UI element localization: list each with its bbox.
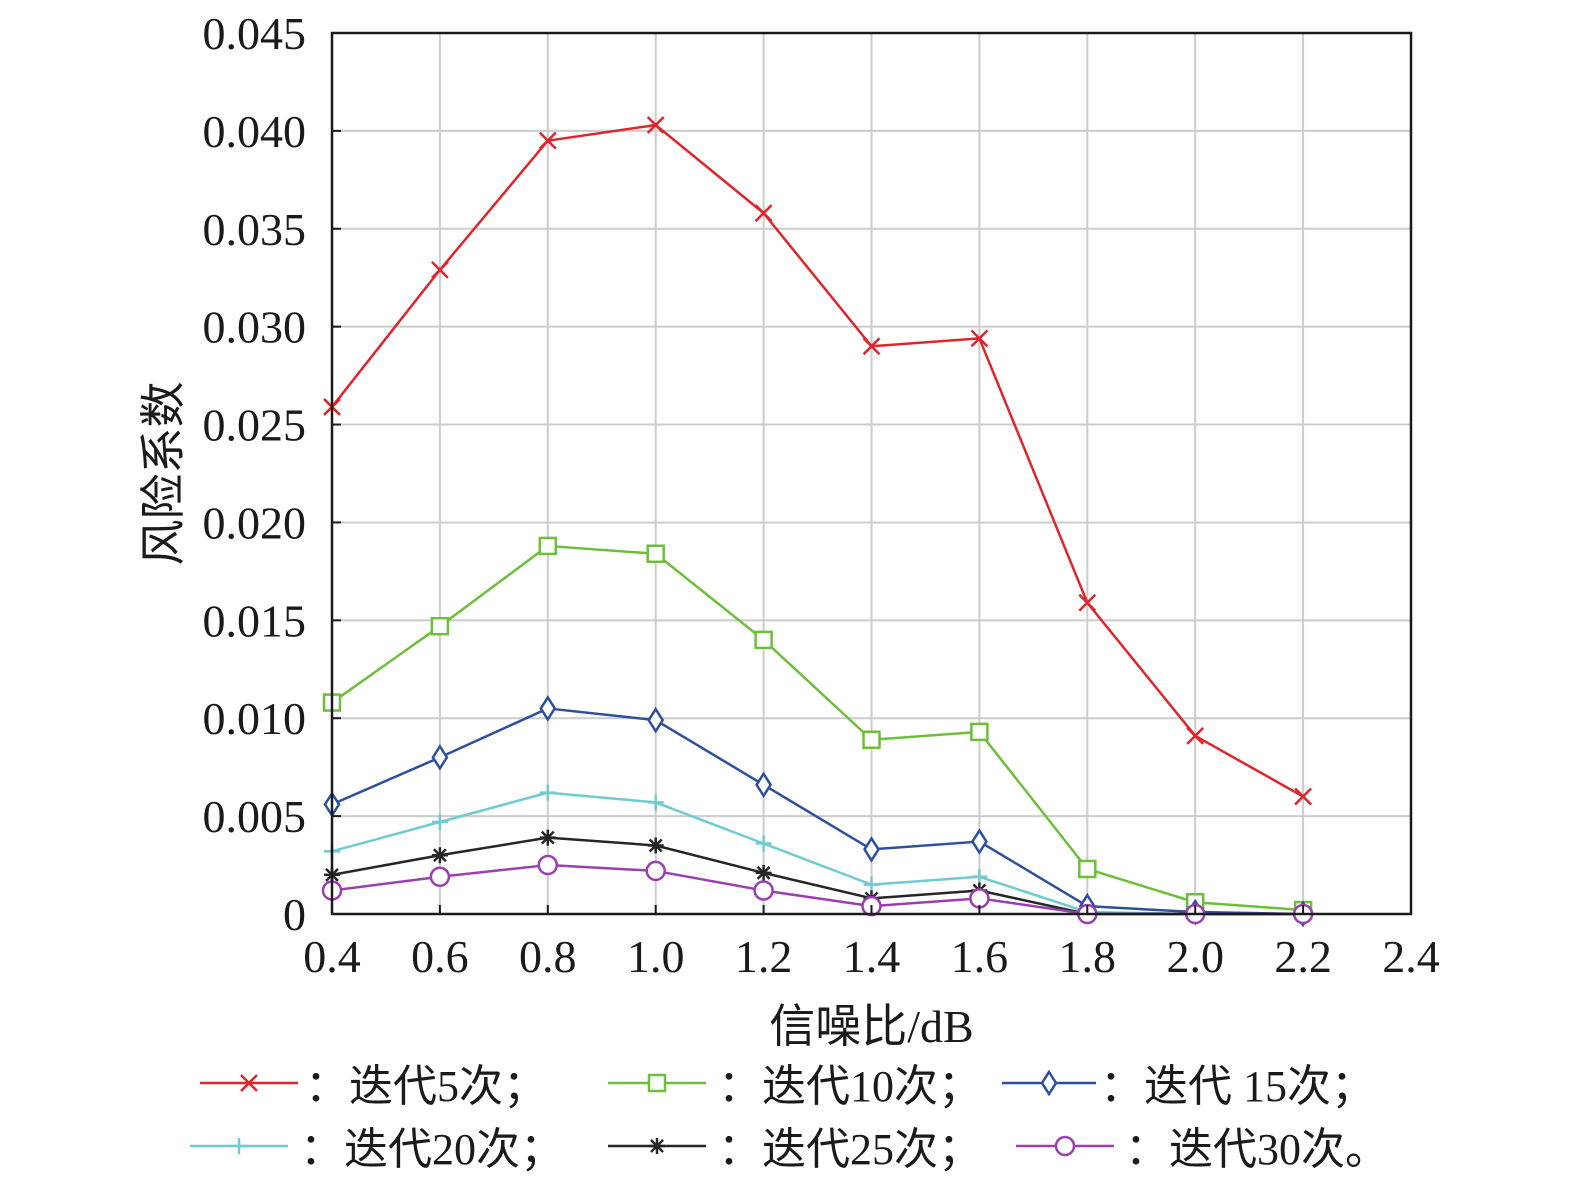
series-layer xyxy=(321,116,1314,928)
data-point xyxy=(538,536,558,556)
x-tick-label: 1.4 xyxy=(843,931,901,982)
y-tick-label: 0.025 xyxy=(203,400,307,451)
data-point xyxy=(863,876,880,893)
x-tick-label: 2.4 xyxy=(1382,931,1440,982)
series-line xyxy=(331,123,1304,798)
y-tick-label: 0.005 xyxy=(203,791,307,842)
tick-layer: 0.4 0.6 0.8 1.0 1.2 1.4 1.6 1.8 2.0 2.2 2.4 0 0.005 0… xyxy=(203,8,1440,982)
data-point xyxy=(646,116,665,134)
x-tick-label: 2.0 xyxy=(1166,931,1224,982)
data-point xyxy=(971,868,988,885)
x-tick-label: 1.6 xyxy=(951,931,1009,982)
data-point xyxy=(539,695,557,722)
x-tick-label: 0.4 xyxy=(303,931,361,982)
legend-item: ：迭代25次； xyxy=(608,1125,982,1174)
data-point xyxy=(539,784,556,801)
data-point xyxy=(429,866,451,888)
y-tick-label: 0 xyxy=(283,889,306,940)
y-axis-title: 风险系数 xyxy=(138,382,189,566)
x-tick-label: 2.2 xyxy=(1274,931,1332,982)
legend-label: ：迭代10次； xyxy=(718,1062,982,1111)
data-point xyxy=(754,630,773,650)
data-point xyxy=(430,616,450,636)
x-tick-label: 0.6 xyxy=(411,931,469,982)
data-point xyxy=(647,837,664,854)
data-point xyxy=(862,730,881,750)
data-point xyxy=(537,854,559,876)
series-line xyxy=(331,836,1304,916)
y-tick-label: 0.045 xyxy=(203,8,307,59)
legend-item: ：迭代20次； xyxy=(190,1125,564,1174)
data-point xyxy=(1078,593,1097,612)
data-point xyxy=(970,828,988,855)
data-point xyxy=(645,860,666,882)
data-point xyxy=(431,813,448,830)
data-point xyxy=(1294,787,1312,806)
data-point xyxy=(863,836,880,863)
legend-marker xyxy=(649,1138,665,1154)
legend-label: ：迭代20次； xyxy=(300,1125,564,1174)
legend-marker xyxy=(1054,1135,1076,1157)
series-5 xyxy=(324,829,1312,922)
x-axis-title: 信噪比/dB xyxy=(769,1001,973,1052)
data-point xyxy=(970,722,989,742)
x-tick-label: 1.0 xyxy=(627,931,685,982)
data-point xyxy=(538,131,557,150)
legend-marker xyxy=(1040,1069,1058,1097)
data-point xyxy=(755,771,773,799)
y-tick-label: 0.035 xyxy=(203,204,307,255)
data-point xyxy=(754,204,773,222)
legend-marker xyxy=(231,1138,247,1154)
series-2 xyxy=(322,536,1313,920)
legend: ：迭代5次； ：迭代10次； ：迭代 15次； ：迭代20次； ：迭代25次； ：迭代30… xyxy=(190,1062,1389,1174)
legend-item: ：迭代10次； xyxy=(608,1062,982,1111)
y-tick-label: 0.010 xyxy=(203,693,307,744)
legend-label: ：迭代30次。 xyxy=(1125,1125,1389,1174)
data-point xyxy=(647,794,664,811)
data-point xyxy=(431,744,449,771)
x-tick-label: 1.2 xyxy=(735,931,793,982)
series-line xyxy=(331,791,1304,916)
legend-label: ：迭代5次； xyxy=(305,1062,547,1111)
legend-item: ：迭代30次。 xyxy=(1016,1125,1389,1174)
legend-marker xyxy=(647,1073,667,1093)
data-point xyxy=(539,829,556,846)
y-tick-label: 0.020 xyxy=(203,497,307,548)
data-point xyxy=(431,261,449,279)
y-tick-label: 0.030 xyxy=(203,302,307,353)
grid-layer xyxy=(331,32,1412,915)
legend-item: ：迭代 15次； xyxy=(1002,1062,1375,1111)
legend-marker xyxy=(240,1074,258,1092)
legend-label: ：迭代 15次； xyxy=(1100,1062,1375,1111)
legend-item: ：迭代5次； xyxy=(200,1062,547,1111)
series-1 xyxy=(323,116,1312,806)
data-point xyxy=(647,706,665,734)
legend-label: ：迭代25次； xyxy=(718,1125,982,1174)
y-tick-label: 0.015 xyxy=(203,595,307,646)
series-4 xyxy=(324,784,1312,922)
data-point xyxy=(753,880,774,901)
series-line xyxy=(331,707,1304,916)
y-tick-label: 0.040 xyxy=(203,106,307,157)
data-point xyxy=(431,847,448,864)
series-line xyxy=(331,544,1304,912)
data-point xyxy=(1078,859,1097,879)
data-point xyxy=(970,329,989,348)
data-point xyxy=(969,888,990,909)
data-point xyxy=(862,337,881,356)
data-point xyxy=(755,835,772,852)
data-point xyxy=(646,544,665,564)
data-point xyxy=(1186,726,1205,745)
data-point xyxy=(755,864,772,881)
x-tick-label: 1.8 xyxy=(1059,931,1117,982)
x-tick-label: 0.8 xyxy=(519,931,577,982)
